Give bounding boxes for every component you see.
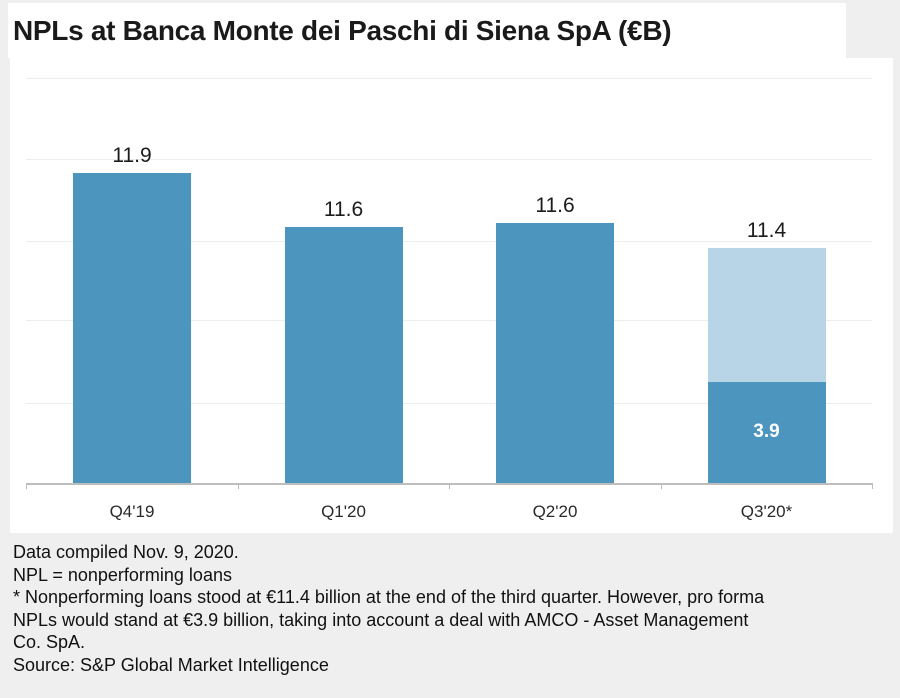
footnote-npl-definition: NPL = nonperforming loans	[13, 564, 232, 585]
x-axis-tick	[237, 483, 239, 489]
gridline	[26, 78, 872, 79]
plot-area: 11.9 Q4'19 11.6 Q1'20 11.6 Q2'20 3.9 11.4 Q3'20*	[10, 58, 893, 533]
bar-value-label: 11.9	[112, 144, 152, 167]
gridline	[26, 159, 872, 160]
gridline	[26, 403, 872, 404]
bar-value-label: 11.6	[535, 194, 575, 217]
bar-value-label: 11.4	[746, 219, 787, 242]
bar-inner-value-label: 3.9	[753, 420, 780, 442]
bar-segment-solid	[284, 227, 403, 483]
x-axis-tick	[872, 483, 873, 489]
title-band: NPLs at Banca Monte dei Paschi di Siena …	[8, 3, 846, 58]
bar-value-label: 11.6	[323, 198, 364, 221]
footnote-data-compiled: Data compiled Nov. 9, 2020.	[13, 542, 239, 562]
x-axis-category-label: Q1'20	[321, 502, 366, 521]
bar-segment-light	[707, 248, 826, 382]
footnote-source: Source: S&P Global Market Intelligence	[13, 654, 329, 675]
x-axis-tick	[26, 483, 27, 489]
x-axis-tick	[449, 483, 450, 489]
bar-segment-solid: 3.9	[707, 382, 826, 483]
footnote-asterisk-line-3: Co. SpA.	[13, 632, 86, 652]
chart-title: NPLs at Banca Monte dei Paschi di Siena …	[13, 14, 672, 46]
x-axis-category-label: Q2'20	[532, 502, 578, 521]
x-axis-category-label: Q4'19	[109, 502, 155, 521]
footnote-asterisk-line-1: * Nonperforming loans stood at €11.4 bil…	[13, 587, 765, 607]
gridline	[26, 320, 872, 321]
bar-segment-solid	[73, 173, 191, 483]
x-axis-tick	[660, 483, 662, 489]
x-axis-category-label: Q3'20*	[740, 502, 793, 521]
footnotes: Data compiled Nov. 9, 2020. NPL = nonper…	[13, 541, 888, 676]
footnote-asterisk-line-2: NPLs would stand at €3.9 billion, taking…	[13, 609, 749, 630]
gridline	[26, 241, 872, 242]
bar-segment-solid	[496, 223, 614, 483]
